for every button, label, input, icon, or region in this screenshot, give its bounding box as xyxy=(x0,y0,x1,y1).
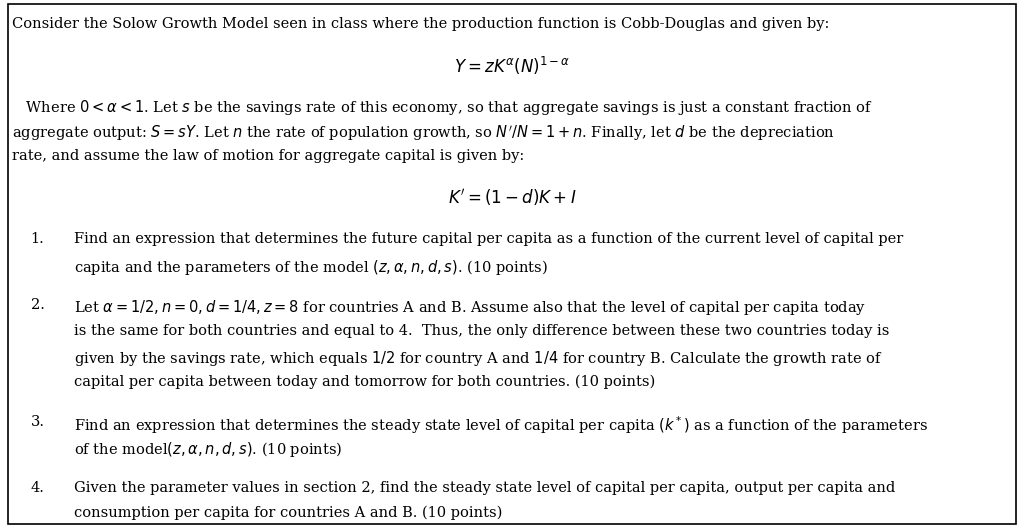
Text: capital per capita between today and tomorrow for both countries. (10 points): capital per capita between today and tom… xyxy=(74,374,655,389)
Text: is the same for both countries and equal to 4.  Thus, the only difference betwee: is the same for both countries and equal… xyxy=(74,324,889,337)
Text: of the model$(z, \alpha, n, d, s)$. (10 points): of the model$(z, \alpha, n, d, s)$. (10 … xyxy=(74,440,342,459)
Text: Let $\alpha = 1/2, n = 0, d = 1/4, z = 8$ for countries A and B. Assume also tha: Let $\alpha = 1/2, n = 0, d = 1/4, z = 8… xyxy=(74,298,866,317)
Text: capita and the parameters of the model $(z, \alpha, n, d, s)$. (10 points): capita and the parameters of the model $… xyxy=(74,258,548,277)
Text: Find an expression that determines the future capital per capita as a function o: Find an expression that determines the f… xyxy=(74,232,903,247)
Text: 3.: 3. xyxy=(31,415,45,429)
Text: rate, and assume the law of motion for aggregate capital is given by:: rate, and assume the law of motion for a… xyxy=(12,149,524,163)
Text: given by the savings rate, which equals $1/2$ for country A and $1/4$ for countr: given by the savings rate, which equals … xyxy=(74,349,883,368)
Text: 1.: 1. xyxy=(31,232,44,247)
Text: consumption per capita for countries A and B. (10 points): consumption per capita for countries A a… xyxy=(74,506,502,521)
Text: $K^{\prime} = (1 - d)K + I$: $K^{\prime} = (1 - d)K + I$ xyxy=(447,187,577,208)
Text: $Y = zK^{\alpha}(N)^{1-\alpha}$: $Y = zK^{\alpha}(N)^{1-\alpha}$ xyxy=(454,55,570,77)
Text: Find an expression that determines the steady state level of capital per capita : Find an expression that determines the s… xyxy=(74,415,928,437)
Text: 4.: 4. xyxy=(31,480,45,495)
Text: 2.: 2. xyxy=(31,298,45,312)
Text: Consider the Solow Growth Model seen in class where the production function is C: Consider the Solow Growth Model seen in … xyxy=(12,17,829,31)
Text: Where $0 < \alpha < 1$. Let $s$ be the savings rate of this economy, so that agg: Where $0 < \alpha < 1$. Let $s$ be the s… xyxy=(12,98,873,117)
Text: Given the parameter values in section 2, find the steady state level of capital : Given the parameter values in section 2,… xyxy=(74,480,895,495)
Text: aggregate output: $S = sY$. Let $n$ the rate of population growth, so $N^{\prime: aggregate output: $S = sY$. Let $n$ the … xyxy=(12,124,836,143)
